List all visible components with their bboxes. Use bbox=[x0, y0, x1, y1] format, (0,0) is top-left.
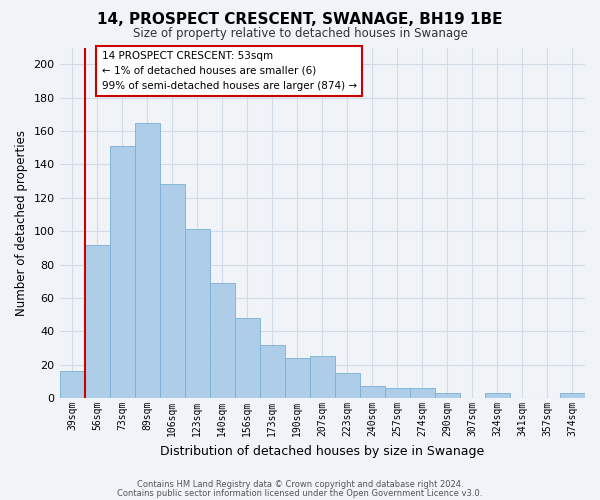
Bar bbox=[209, 283, 235, 398]
Text: 14 PROSPECT CRESCENT: 53sqm
← 1% of detached houses are smaller (6)
99% of semi-: 14 PROSPECT CRESCENT: 53sqm ← 1% of deta… bbox=[101, 51, 357, 90]
X-axis label: Distribution of detached houses by size in Swanage: Distribution of detached houses by size … bbox=[160, 444, 484, 458]
Bar bbox=[260, 344, 285, 398]
Bar bbox=[134, 122, 160, 398]
Bar bbox=[435, 393, 460, 398]
Bar bbox=[310, 356, 335, 398]
Bar bbox=[485, 393, 510, 398]
Bar bbox=[335, 373, 360, 398]
Text: Contains HM Land Registry data © Crown copyright and database right 2024.: Contains HM Land Registry data © Crown c… bbox=[137, 480, 463, 489]
Bar bbox=[110, 146, 134, 398]
Bar bbox=[160, 184, 185, 398]
Text: Contains public sector information licensed under the Open Government Licence v3: Contains public sector information licen… bbox=[118, 488, 482, 498]
Bar bbox=[235, 318, 260, 398]
Bar bbox=[59, 372, 85, 398]
Y-axis label: Number of detached properties: Number of detached properties bbox=[15, 130, 28, 316]
Bar bbox=[360, 386, 385, 398]
Text: Size of property relative to detached houses in Swanage: Size of property relative to detached ho… bbox=[133, 28, 467, 40]
Text: 14, PROSPECT CRESCENT, SWANAGE, BH19 1BE: 14, PROSPECT CRESCENT, SWANAGE, BH19 1BE bbox=[97, 12, 503, 28]
Bar bbox=[185, 230, 209, 398]
Bar bbox=[285, 358, 310, 398]
Bar bbox=[410, 388, 435, 398]
Bar bbox=[385, 388, 410, 398]
Bar bbox=[560, 393, 585, 398]
Bar bbox=[85, 244, 110, 398]
